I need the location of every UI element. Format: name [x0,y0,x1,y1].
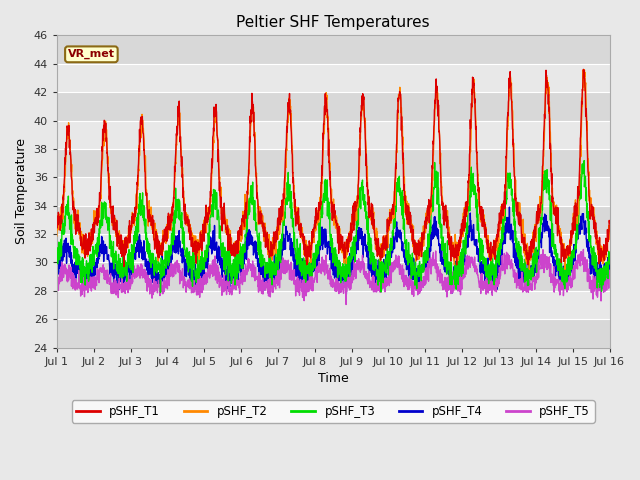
Bar [57,64,609,92]
Bar [57,177,609,205]
Text: VR_met: VR_met [68,49,115,60]
Bar [57,36,609,64]
Bar [57,149,609,177]
Y-axis label: Soil Temperature: Soil Temperature [15,138,28,244]
X-axis label: Time: Time [318,372,349,385]
Bar [57,263,609,291]
Bar [57,291,609,319]
Bar [57,205,609,234]
Title: Peltier SHF Temperatures: Peltier SHF Temperatures [236,15,430,30]
Bar [57,92,609,120]
Legend: pSHF_T1, pSHF_T2, pSHF_T3, pSHF_T4, pSHF_T5: pSHF_T1, pSHF_T2, pSHF_T3, pSHF_T4, pSHF… [72,400,595,423]
Bar [57,120,609,149]
Bar [57,319,609,348]
Bar [57,234,609,263]
